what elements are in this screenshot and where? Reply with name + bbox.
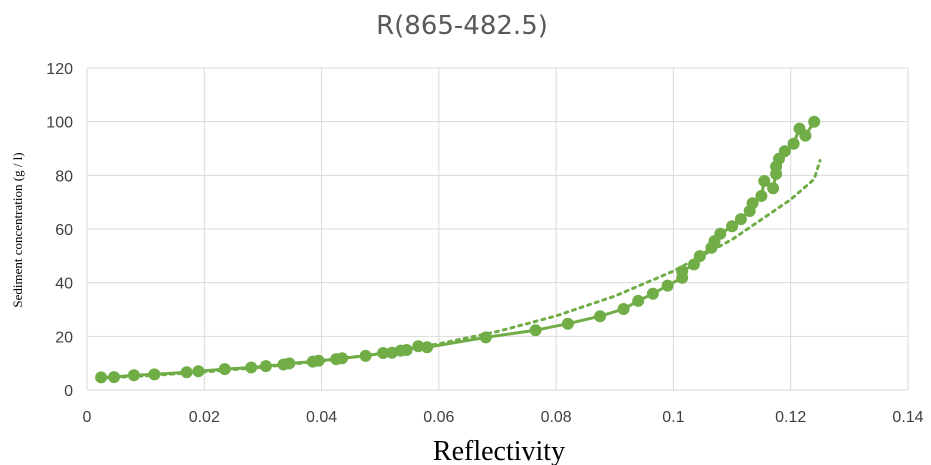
trendline	[97, 159, 822, 380]
x-tick-label: 0.02	[189, 409, 220, 426]
data-point	[412, 340, 425, 353]
data-point	[359, 349, 372, 362]
y-tick-label: 60	[55, 222, 73, 239]
x-tick-label: 0.08	[541, 409, 572, 426]
x-tick-label: 0.06	[423, 409, 454, 426]
data-point	[758, 175, 771, 187]
data-point	[259, 360, 272, 373]
data-point	[808, 115, 821, 128]
data-point	[676, 265, 689, 278]
x-axis-label: Reflectivity	[433, 436, 565, 465]
data-point	[646, 287, 659, 300]
data-point	[561, 317, 574, 330]
data-point	[693, 250, 706, 263]
y-tick-label: 0	[64, 383, 73, 400]
data-point	[746, 197, 759, 210]
data-point	[218, 363, 231, 376]
data-point	[632, 294, 645, 307]
data-point	[108, 371, 120, 384]
chart-title: R(865-482.5)	[376, 11, 548, 41]
y-tick-label: 100	[46, 115, 73, 132]
data-point	[421, 341, 434, 354]
data-point	[127, 369, 140, 382]
y-tick-label: 20	[55, 329, 73, 346]
data-points	[95, 115, 821, 384]
y-tick-label: 40	[55, 276, 73, 293]
grid	[86, 67, 909, 391]
x-tick-label: 0.1	[662, 409, 684, 426]
data-point	[799, 129, 812, 142]
data-point	[714, 227, 727, 240]
data-point	[617, 303, 630, 315]
x-tick-label: 0	[83, 409, 92, 426]
data-point	[377, 347, 390, 359]
x-tick-label: 0.14	[892, 409, 923, 426]
data-point	[755, 190, 768, 202]
data-point	[594, 310, 607, 323]
data-point	[283, 357, 296, 370]
data-point	[336, 352, 349, 365]
data-point	[726, 220, 739, 233]
data-point	[192, 365, 205, 378]
data-point	[180, 366, 193, 379]
y-tick-label: 120	[46, 61, 73, 78]
data-point	[529, 324, 542, 337]
data-point	[312, 354, 325, 367]
data-point	[400, 344, 413, 356]
axis-ticks: 0 20 40 60 80 100 120 0 0.02 0.04 0.06 0.08 0.1 0.12 0…	[46, 61, 923, 426]
x-tick-label: 0.04	[306, 409, 337, 426]
data-point	[787, 137, 800, 150]
y-tick-label: 80	[55, 168, 73, 185]
x-tick-label: 0.12	[775, 409, 806, 426]
data-point	[148, 368, 161, 381]
data-point	[734, 213, 747, 226]
y-axis-label: Sediment concentration (g / l)	[10, 152, 25, 307]
data-point	[661, 279, 674, 292]
data-point	[479, 331, 492, 344]
data-point	[245, 361, 258, 374]
trendline-path	[97, 159, 822, 380]
data-point	[767, 182, 780, 195]
data-point	[95, 371, 108, 384]
data-point	[778, 145, 791, 158]
